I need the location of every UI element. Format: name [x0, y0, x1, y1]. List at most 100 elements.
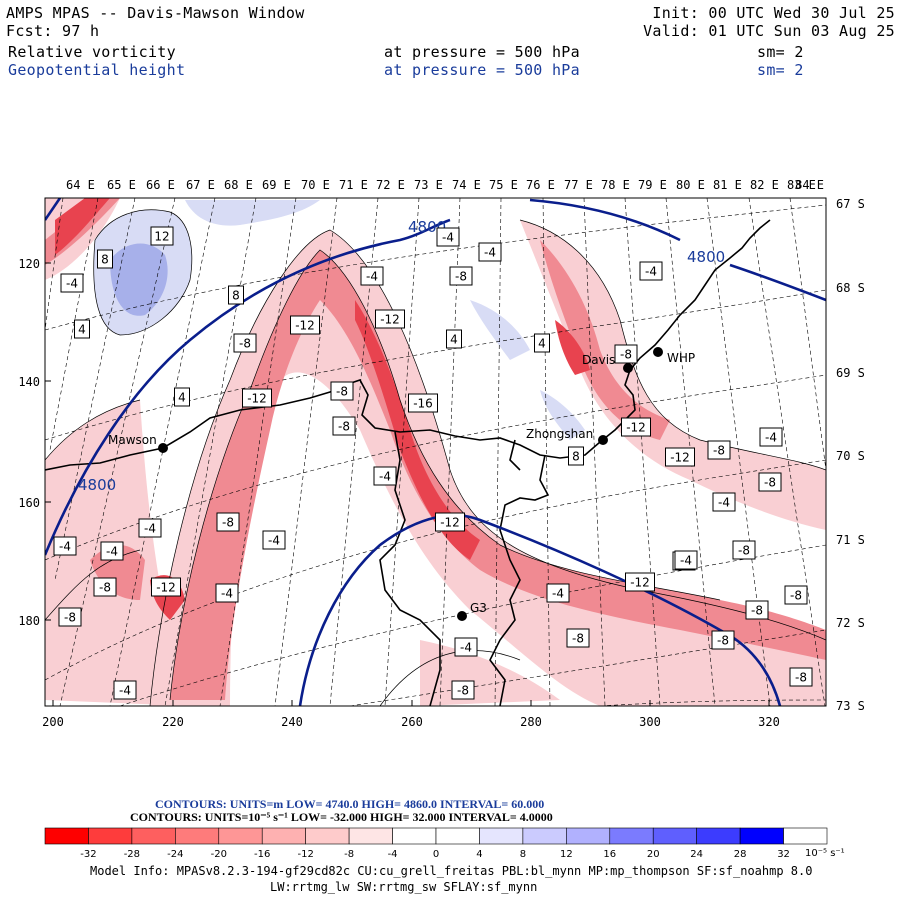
- vorticity-label-box: [451, 680, 475, 700]
- colorbar-cell: [522, 827, 567, 845]
- vorticity-label-box: [242, 388, 272, 408]
- lon-label: 74 E: [452, 178, 481, 192]
- vorticity-label-box: [665, 447, 695, 467]
- colorbar-cell: [392, 827, 437, 845]
- colorbar-tick: 4: [476, 849, 482, 860]
- lon-label: 84 E: [795, 178, 824, 192]
- vorticity-label-box: [151, 577, 181, 597]
- vorticity-label: -4: [442, 231, 454, 245]
- vorticity-label-box: [758, 472, 782, 492]
- valid-time: Valid: 01 UTC Sun 03 Aug 25: [643, 22, 895, 40]
- lon-label: 82 E: [750, 178, 779, 192]
- x-tick-label: 240: [281, 715, 303, 729]
- forecast-hour: Fcst: 97 h: [6, 22, 100, 40]
- colorbar-cell: [175, 827, 220, 845]
- vorticity-label: -4: [718, 496, 730, 510]
- vorticity-label: -12: [630, 576, 650, 590]
- vorticity-label: -4: [765, 431, 777, 445]
- colorbar-cell: [88, 827, 133, 845]
- vorticity-label-box: [546, 583, 570, 603]
- vorticity-label-box: [74, 319, 90, 339]
- x-tick-label: 260: [401, 715, 423, 729]
- colorbar-tick: -4: [388, 849, 398, 860]
- lon-label: 64 E: [66, 178, 95, 192]
- vorticity-label: -12: [670, 451, 690, 465]
- vorticity-label: -8: [338, 420, 350, 434]
- field1-name: Relative vorticity: [8, 43, 176, 61]
- station-marker: [457, 611, 467, 621]
- vorticity-label: 8: [101, 253, 109, 267]
- field1-level: at pressure = 500 hPa: [384, 43, 580, 61]
- colorbar-tick-labels: -32 -28 -24 -20 -16 -12 -8 -4 0 4 8 12 16 20 24 28 32: [80, 849, 790, 860]
- vorticity-label-box: [534, 333, 550, 353]
- vorticity-label-box: [228, 285, 244, 305]
- vorticity-label: -8: [717, 634, 729, 648]
- colorbar-cell: [652, 827, 697, 845]
- lon-label: 81 E: [713, 178, 742, 192]
- colorbar-cell: [609, 827, 654, 845]
- vorticity-label: -8: [455, 270, 467, 284]
- map-panel: 4800 4800 4800 -4812-448-84-12-4-124-8-1…: [45, 198, 826, 706]
- colorbar-cell: [348, 827, 393, 845]
- x-tick-label: 280: [520, 715, 542, 729]
- vorticity-label-box: [446, 329, 462, 349]
- vorticity-label: 12: [154, 230, 169, 244]
- y-tick-label: 180: [18, 614, 40, 628]
- vorticity-label: -8: [738, 544, 750, 558]
- vorticity-label: 4: [178, 391, 186, 405]
- vorticity-label: -4: [460, 641, 472, 655]
- field1-smoothing: sm= 2: [757, 43, 804, 61]
- vorticity-label-box: [138, 518, 162, 538]
- model-info: Model Info: MPASv8.2.3-194-gf29cd82c CU:…: [90, 864, 813, 878]
- vorticity-label: -8: [222, 516, 234, 530]
- station-label: Zhongshan: [526, 427, 593, 441]
- colorbar-tick: 8: [520, 849, 526, 860]
- colorbar-cell: [218, 827, 263, 845]
- vorticity-label-box: [53, 536, 77, 556]
- lat-label: 71 S: [836, 533, 865, 547]
- vorticity-label: -8: [713, 444, 725, 458]
- vorticity-label-box: [373, 466, 397, 486]
- vorticity-label-box: [60, 273, 84, 293]
- vorticity-label: -4: [119, 684, 131, 698]
- field2-name: Geopotential height: [8, 61, 186, 79]
- vorticity-label-box: [100, 541, 124, 561]
- vorticity-label-box: [215, 583, 239, 603]
- vorticity-label-box: [732, 540, 756, 560]
- vorticity-contour-info: CONTOURS: UNITS=10⁻⁵ s⁻¹ LOW= -32.000 HI…: [130, 810, 553, 824]
- station-marker: [598, 435, 608, 445]
- vorticity-label-box: [58, 607, 82, 627]
- colorbar-cell: [479, 827, 524, 845]
- station-marker: [653, 347, 663, 357]
- lon-label: 67 E: [186, 178, 215, 192]
- colorbar-cell: [261, 827, 306, 845]
- lon-label: 77 E: [564, 178, 593, 192]
- field2-level: at pressure = 500 hPa: [384, 61, 580, 79]
- x-tick-label: 200: [42, 715, 64, 729]
- vorticity-label: -12: [247, 392, 267, 406]
- colorbar-tick: -12: [297, 849, 313, 860]
- vorticity-label-box: [639, 261, 663, 281]
- lon-label: 65 E: [107, 178, 136, 192]
- colorbar-tick: -16: [254, 849, 270, 860]
- vorticity-label-box: [262, 530, 286, 550]
- vorticity-label: -12: [626, 421, 646, 435]
- map-frame: [44, 197, 827, 707]
- vorticity-label: -4: [221, 587, 233, 601]
- vorticity-label-box: [375, 309, 405, 329]
- vorticity-label: -12: [156, 581, 176, 595]
- lat-label: 70 S: [836, 449, 865, 463]
- vorticity-label-box: [454, 637, 478, 657]
- vorticity-labels: -4 8 12 -4 4 8 -8 4 -12 -4 -12 4 -8 -12 -8 -16 -12 -4 -4 -8…: [53, 226, 813, 700]
- vorticity-label: 8: [572, 450, 580, 464]
- vorticity-label: -16: [413, 397, 433, 411]
- x-tick-label: 300: [639, 715, 661, 729]
- vorticity-label: -4: [552, 587, 564, 601]
- vorticity-label-box: [625, 572, 655, 592]
- vorticity-label: 4: [538, 337, 546, 351]
- lat-label: 67 S: [836, 197, 865, 211]
- vorticity-label: -4: [366, 270, 378, 284]
- vorticity-label: -4: [645, 265, 657, 279]
- colorbar-tick: -8: [344, 849, 354, 860]
- init-time: Init: 00 UTC Wed 30 Jul 25: [652, 4, 895, 22]
